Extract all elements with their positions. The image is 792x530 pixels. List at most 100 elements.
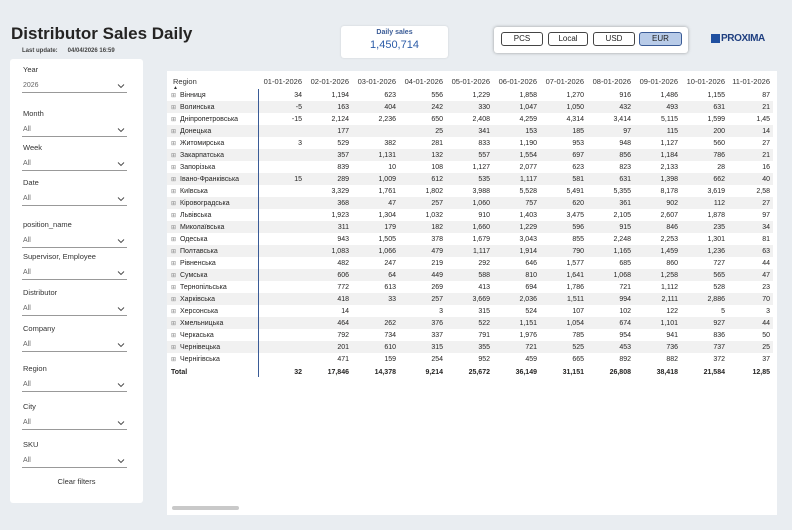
value-cell: 40 — [728, 173, 773, 185]
date-column-header[interactable]: 03-01-2026 — [357, 77, 396, 86]
value-cell: 413 — [478, 283, 490, 291]
value-cell — [258, 161, 305, 173]
date-column-header[interactable]: 04-01-2026 — [404, 77, 443, 86]
expand-icon[interactable]: ⊞ — [171, 332, 177, 339]
filter-dropdown[interactable]: All — [22, 158, 127, 171]
value-cell: 994 — [587, 293, 634, 305]
last-update: Last update: 04/04/2026 16:59 — [22, 48, 115, 54]
value-cell: 727 — [713, 259, 725, 267]
value-cell: 941 — [666, 331, 678, 339]
value-cell: 21 — [728, 101, 773, 113]
value-cell: 2,253 — [660, 235, 678, 243]
expand-icon[interactable]: ⊞ — [171, 296, 177, 303]
table-row: ⊞ Тернопільська 772 613 269 413 694 1,786 721 1,1… — [167, 281, 773, 293]
date-column-header[interactable]: 11-01-2026 — [732, 77, 770, 86]
value-cell: 4,314 — [566, 115, 584, 123]
expand-icon[interactable]: ⊞ — [171, 152, 177, 159]
region-name: Миколаївська — [180, 223, 225, 231]
date-column-header[interactable]: 08-01-2026 — [592, 77, 631, 86]
filter-dropdown[interactable]: All — [22, 193, 127, 206]
value-cell: 177 — [305, 125, 352, 137]
expand-icon[interactable]: ⊞ — [171, 164, 177, 171]
value-cell: 2,236 — [378, 115, 396, 123]
value-cell: 3,043 — [519, 235, 537, 243]
expand-icon[interactable]: ⊞ — [171, 272, 177, 279]
value-cell: 2,133 — [660, 163, 678, 171]
chevron-down-icon — [117, 421, 125, 426]
expand-icon[interactable]: ⊞ — [171, 92, 177, 99]
region-name: Харківська — [180, 295, 215, 303]
expand-icon[interactable]: ⊞ — [171, 236, 177, 243]
expand-icon[interactable]: ⊞ — [171, 224, 177, 231]
currency-button-eur[interactable]: EUR — [639, 32, 682, 46]
value-cell: 560 — [713, 139, 725, 147]
value-cell: 631 — [681, 101, 728, 113]
date-column-header[interactable]: 06-01-2026 — [498, 77, 537, 86]
date-column-header[interactable]: 07-01-2026 — [545, 77, 584, 86]
region-cell: ⊞ Кіровоградська — [167, 197, 259, 209]
expand-icon[interactable]: ⊞ — [171, 344, 177, 351]
expand-icon[interactable]: ⊞ — [171, 176, 177, 183]
value-cell: 650 — [431, 115, 443, 123]
value-cell — [258, 353, 305, 365]
value-cell — [258, 209, 305, 221]
filter-dropdown[interactable]: All — [22, 267, 127, 280]
value-cell: 27 — [728, 197, 773, 209]
value-cell: 50 — [762, 331, 770, 339]
filter-dropdown[interactable]: All — [22, 379, 127, 392]
table-row: ⊞ Київська 3,329 1,761 1,802 3,988 5,528 5,491 5… — [167, 185, 773, 197]
expand-icon[interactable]: ⊞ — [171, 212, 177, 219]
chevron-down-icon — [117, 239, 125, 244]
region-column-header[interactable]: Region ▲ — [167, 71, 258, 89]
currency-button-pcs[interactable]: PCS — [501, 32, 543, 46]
expand-icon[interactable]: ⊞ — [171, 284, 177, 291]
filter-dropdown[interactable]: All — [22, 417, 127, 430]
expand-icon[interactable]: ⊞ — [171, 104, 177, 111]
value-cell: 47 — [352, 197, 399, 209]
value-cell: 1,229 — [472, 91, 490, 99]
value-cell: 289 — [305, 173, 352, 185]
value-cell: 2,607 — [660, 211, 678, 219]
value-cell: 810 — [493, 269, 540, 281]
expand-icon[interactable]: ⊞ — [171, 320, 177, 327]
expand-icon[interactable]: ⊞ — [171, 308, 177, 315]
date-column-header[interactable]: 05-01-2026 — [451, 77, 490, 86]
value-cell: 2,105 — [613, 211, 631, 219]
filter-dropdown[interactable]: All — [22, 235, 127, 248]
value-cell: 2,111 — [634, 293, 681, 305]
filter-dropdown[interactable]: All — [22, 339, 127, 352]
region-name: Київська — [180, 187, 208, 195]
currency-button-local[interactable]: Local — [548, 32, 588, 46]
expand-icon[interactable]: ⊞ — [171, 188, 177, 195]
filter-dropdown[interactable]: All — [22, 455, 127, 468]
filter-dropdown[interactable]: All — [22, 303, 127, 316]
region-cell: ⊞ Вінниця — [167, 89, 259, 101]
filter-dropdown[interactable]: All — [22, 124, 127, 137]
date-column-header[interactable]: 10-01-2026 — [686, 77, 725, 86]
value-cell: 1,270 — [566, 91, 584, 99]
value-cell: 1,761 — [378, 187, 396, 195]
expand-icon[interactable]: ⊞ — [171, 248, 177, 255]
horizontal-scrollbar[interactable] — [172, 506, 239, 510]
region-cell: ⊞ Миколаївська — [167, 221, 259, 233]
date-column-header[interactable]: 09-01-2026 — [639, 77, 678, 86]
value-cell: 3,414 — [613, 115, 631, 123]
clear-filters-button[interactable]: Clear filters — [57, 477, 96, 486]
currency-button-usd[interactable]: USD — [593, 32, 635, 46]
value-cell: 1,505 — [378, 235, 396, 243]
expand-icon[interactable]: ⊞ — [171, 128, 177, 135]
region-cell: ⊞ Рівненська — [167, 257, 259, 269]
expand-icon[interactable]: ⊞ — [171, 356, 177, 363]
expand-icon[interactable]: ⊞ — [171, 200, 177, 207]
value-cell: 5,491 — [566, 187, 584, 195]
expand-icon[interactable]: ⊞ — [171, 140, 177, 147]
date-column-header[interactable]: 02-01-2026 — [310, 77, 349, 86]
value-cell: 1,117 — [446, 245, 493, 257]
date-column-header[interactable]: 01-01-2026 — [263, 77, 302, 86]
filter-dropdown[interactable]: 2026 — [22, 80, 127, 93]
value-cell: 524 — [525, 307, 537, 315]
expand-icon[interactable]: ⊞ — [171, 116, 177, 123]
value-cell — [258, 149, 305, 161]
value-cell: 557 — [446, 149, 493, 161]
expand-icon[interactable]: ⊞ — [171, 260, 177, 267]
